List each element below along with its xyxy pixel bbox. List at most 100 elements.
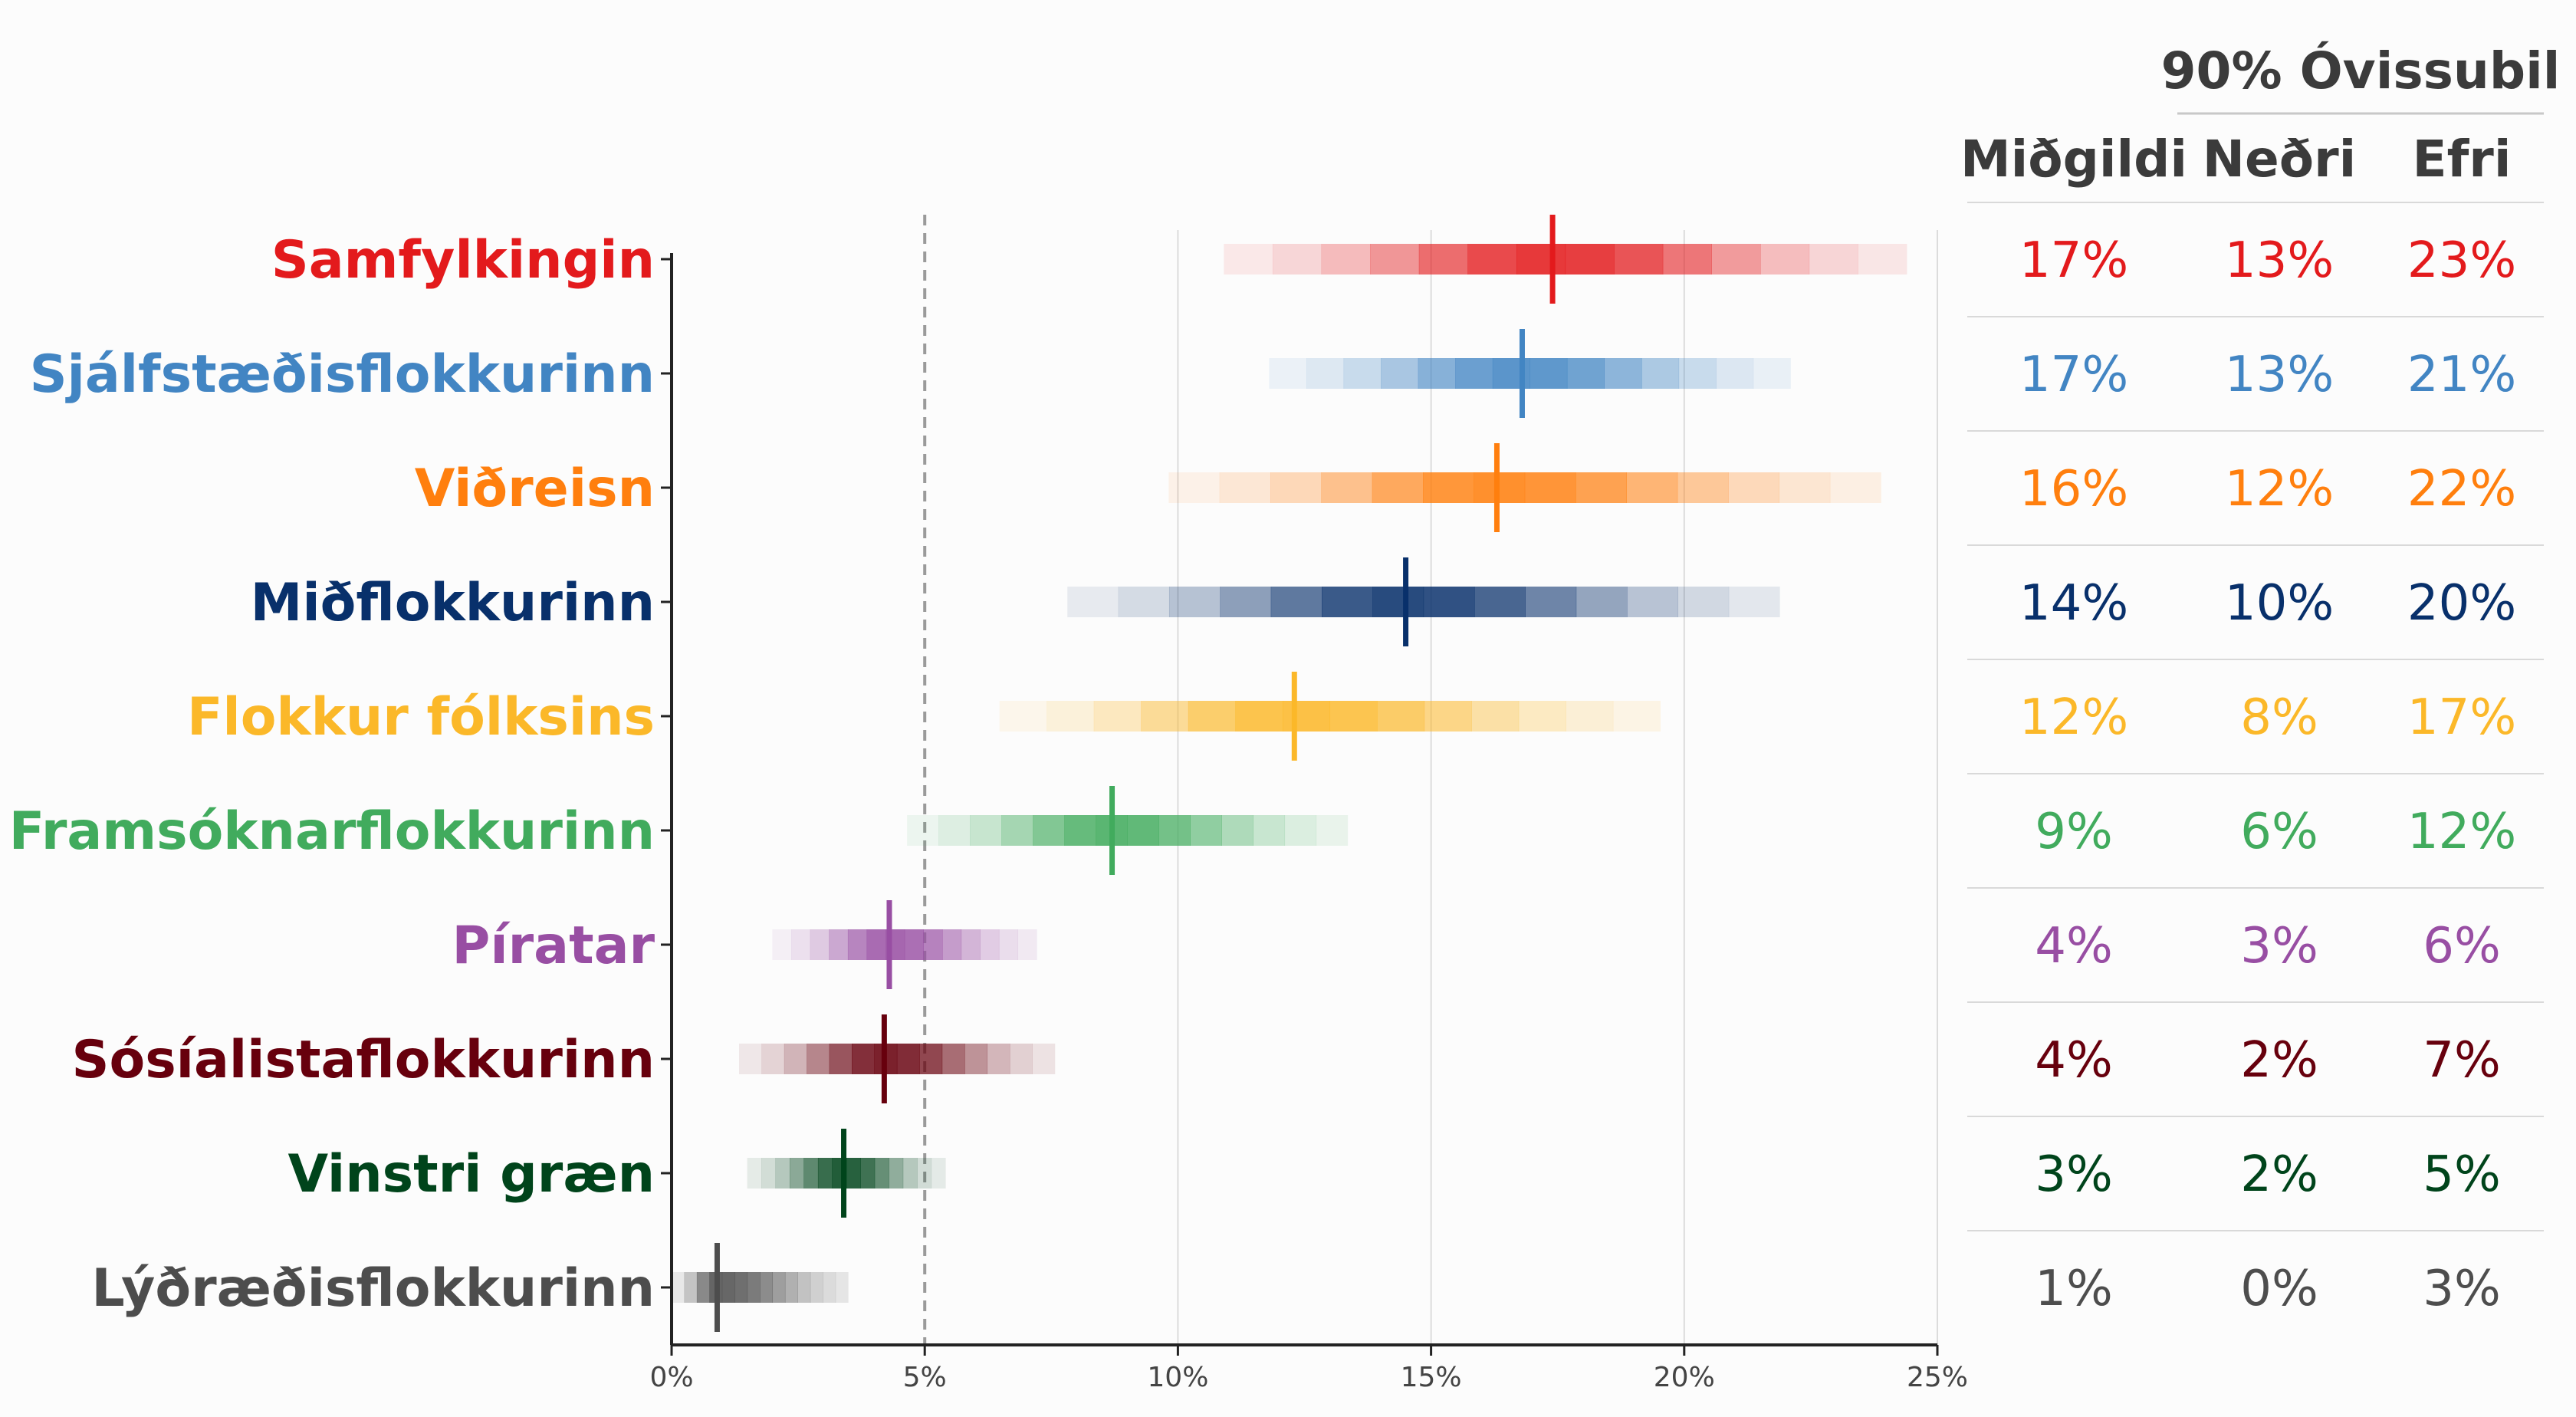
density-band bbox=[1221, 815, 1254, 846]
density-band bbox=[1064, 815, 1096, 846]
density-band bbox=[789, 1158, 804, 1189]
density-band bbox=[1093, 701, 1142, 732]
median-cell: 12% bbox=[2019, 689, 2128, 746]
density-band bbox=[874, 1158, 889, 1189]
density-band bbox=[999, 701, 1047, 732]
density-band bbox=[696, 1272, 710, 1303]
density-band bbox=[1566, 701, 1614, 732]
density-band bbox=[1576, 472, 1627, 503]
density-band bbox=[1118, 587, 1170, 617]
median-cell: 16% bbox=[2019, 461, 2128, 518]
density-band bbox=[1858, 244, 1907, 275]
density-band bbox=[1829, 472, 1881, 503]
density-band bbox=[1372, 587, 1424, 617]
density-band bbox=[964, 1044, 988, 1074]
density-band bbox=[684, 1272, 698, 1303]
median-cell: 17% bbox=[2019, 347, 2128, 403]
party-label: Viðreisn bbox=[415, 459, 655, 519]
density-band bbox=[941, 1044, 965, 1074]
density-band bbox=[1565, 244, 1615, 275]
density-band bbox=[784, 1044, 807, 1074]
density-band bbox=[1418, 358, 1456, 389]
density-band bbox=[1306, 358, 1345, 389]
party-label: Flokkur fólksins bbox=[187, 687, 655, 748]
density-band bbox=[1525, 587, 1577, 617]
density-band bbox=[829, 929, 849, 960]
density-band bbox=[1423, 587, 1475, 617]
density-band bbox=[747, 1272, 761, 1303]
density-band bbox=[847, 929, 868, 960]
density-band bbox=[775, 1158, 790, 1189]
median-cell: 3% bbox=[2035, 1146, 2113, 1203]
density-band bbox=[1372, 472, 1424, 503]
density-band bbox=[902, 1158, 918, 1189]
table-header-lower: Neðri bbox=[2203, 130, 2357, 189]
x-tick-label: 15% bbox=[1401, 1362, 1462, 1393]
x-tick-label: 25% bbox=[1907, 1362, 1968, 1393]
density-band bbox=[1032, 1044, 1056, 1074]
density-band bbox=[1329, 701, 1378, 732]
density-band bbox=[1269, 358, 1307, 389]
density-band bbox=[810, 1272, 823, 1303]
median-cell: 14% bbox=[2019, 575, 2128, 632]
density-band bbox=[1518, 701, 1566, 732]
density-band bbox=[747, 1158, 762, 1189]
density-band bbox=[1760, 244, 1810, 275]
density-band bbox=[772, 1272, 786, 1303]
density-band bbox=[1728, 472, 1780, 503]
density-band bbox=[1158, 815, 1191, 846]
density-band bbox=[970, 815, 1002, 846]
density-band bbox=[1270, 472, 1322, 503]
table-header-upper: Efri bbox=[2413, 130, 2512, 189]
density-band bbox=[1423, 472, 1474, 503]
density-band bbox=[1321, 244, 1371, 275]
density-band bbox=[1753, 358, 1791, 389]
density-band bbox=[734, 1272, 748, 1303]
density-band bbox=[1284, 815, 1317, 846]
density-band bbox=[1381, 358, 1419, 389]
density-band bbox=[919, 1044, 943, 1074]
party-label: Sjálfstæðisflokkurinn bbox=[30, 344, 655, 405]
density-band bbox=[1377, 701, 1425, 732]
density-band bbox=[1046, 701, 1095, 732]
upper-cell: 12% bbox=[2407, 804, 2516, 860]
density-band bbox=[917, 1158, 932, 1189]
upper-cell: 5% bbox=[2423, 1146, 2501, 1203]
density-band bbox=[1017, 929, 1037, 960]
density-band bbox=[772, 929, 792, 960]
density-band bbox=[1272, 244, 1322, 275]
party-label: Framsóknarflokkurinn bbox=[9, 801, 655, 862]
lower-cell: 10% bbox=[2225, 575, 2334, 632]
density-band bbox=[1678, 358, 1717, 389]
density-band bbox=[1467, 244, 1517, 275]
table-header-median: Miðgildi bbox=[1960, 130, 2187, 189]
density-band bbox=[1626, 472, 1678, 503]
density-band bbox=[1728, 587, 1780, 617]
density-band bbox=[1219, 472, 1271, 503]
density-band bbox=[1779, 472, 1831, 503]
density-band bbox=[810, 929, 830, 960]
density-band bbox=[1322, 587, 1373, 617]
density-band bbox=[760, 1272, 774, 1303]
upper-cell: 17% bbox=[2407, 689, 2516, 746]
party-label: Vinstri græn bbox=[288, 1144, 655, 1205]
party-label: Samfylkingin bbox=[271, 230, 655, 291]
upper-cell: 3% bbox=[2423, 1261, 2501, 1317]
density-band bbox=[1662, 244, 1712, 275]
density-band bbox=[1612, 701, 1661, 732]
density-band bbox=[807, 1044, 830, 1074]
density-band bbox=[1524, 472, 1576, 503]
density-band bbox=[889, 1158, 904, 1189]
density-band bbox=[1033, 815, 1065, 846]
density-band bbox=[904, 929, 924, 960]
density-band bbox=[1471, 701, 1520, 732]
density-band bbox=[1424, 701, 1472, 732]
x-tick-label: 5% bbox=[903, 1362, 947, 1393]
table-header-interval: 90% Óvissubil bbox=[2161, 41, 2561, 100]
x-tick-label: 10% bbox=[1147, 1362, 1208, 1393]
density-band bbox=[721, 1272, 735, 1303]
density-band bbox=[998, 929, 1019, 960]
density-band bbox=[1677, 587, 1730, 617]
density-band bbox=[923, 929, 943, 960]
upper-cell: 7% bbox=[2423, 1032, 2501, 1089]
